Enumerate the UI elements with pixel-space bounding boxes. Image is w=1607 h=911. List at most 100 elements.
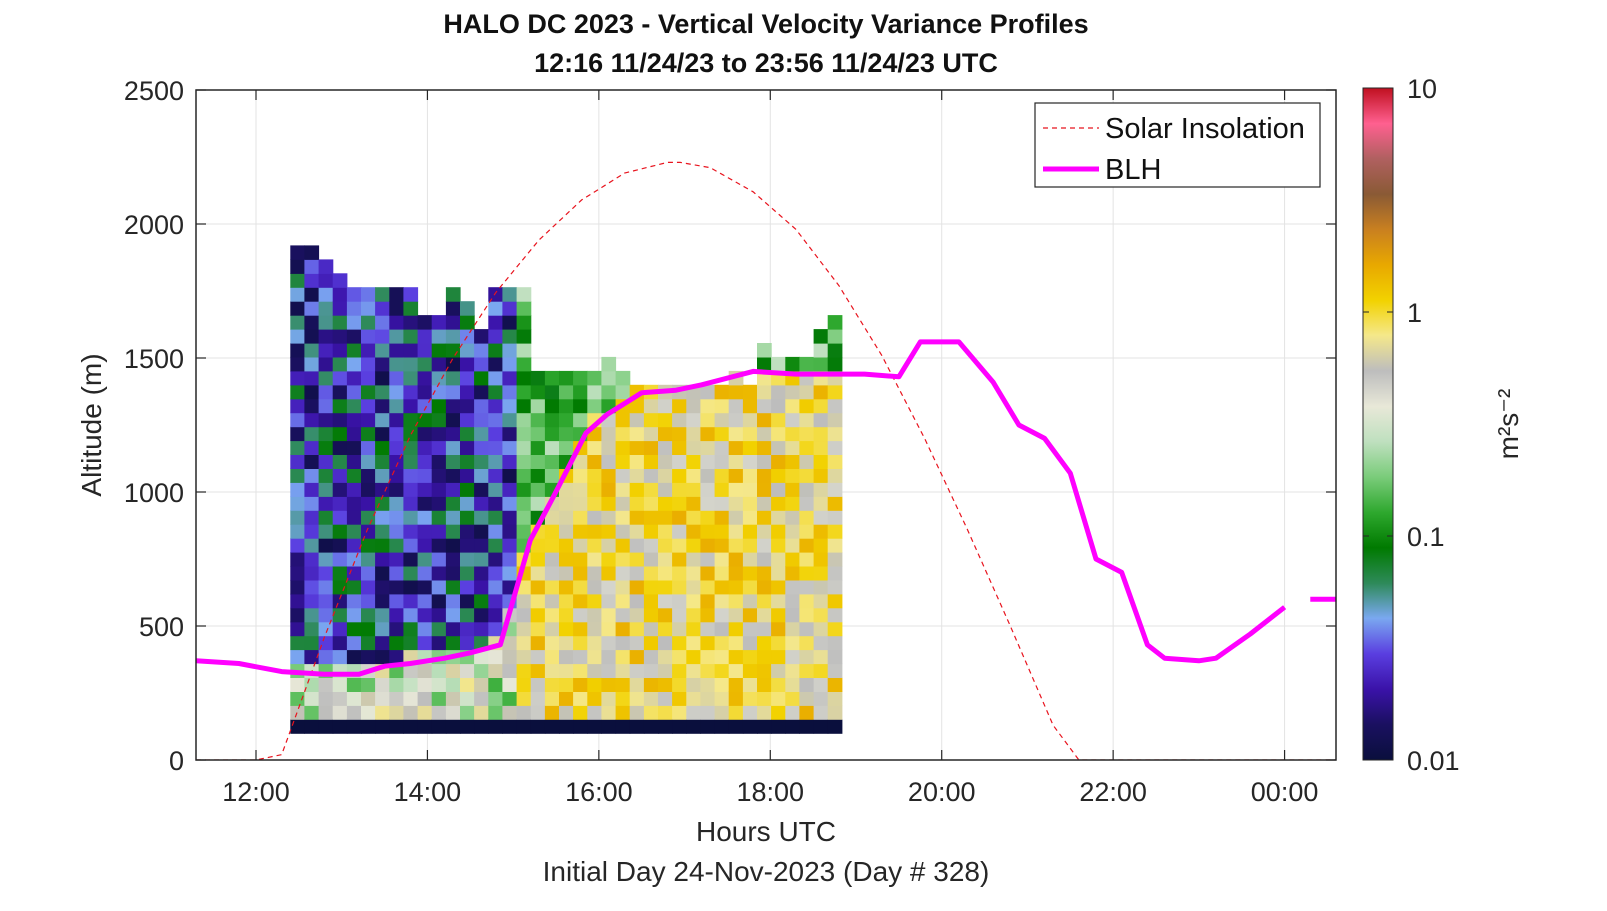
heatmap-cell: [403, 621, 419, 637]
heatmap-cell: [488, 719, 503, 734]
heatmap-cell: [516, 343, 532, 358]
heatmap-cell: [389, 412, 404, 428]
heatmap-cell: [757, 426, 772, 442]
heatmap-cell: [431, 329, 447, 344]
heatmap-cell: [318, 566, 334, 581]
y-tick-label: 2000: [124, 210, 184, 240]
heatmap-cell: [389, 566, 404, 581]
heatmap-cell: [601, 579, 617, 595]
heatmap-cell: [304, 259, 320, 274]
heatmap-cell: [700, 663, 716, 678]
heatmap-cell: [728, 468, 744, 483]
heatmap-cell: [813, 426, 829, 442]
heatmap-cell: [516, 398, 532, 414]
heatmap-cell: [346, 482, 362, 497]
y-tick-label: 0: [169, 746, 184, 776]
heatmap-cell: [290, 538, 305, 553]
heatmap-cell: [304, 635, 320, 651]
heatmap-cell: [460, 496, 475, 511]
heatmap-cell: [771, 496, 786, 511]
heatmap-cell: [643, 663, 659, 678]
heatmap-cell: [615, 412, 631, 428]
heatmap-cell: [785, 412, 800, 428]
heatmap-cell: [827, 524, 843, 539]
heatmap-cell: [573, 538, 588, 553]
heatmap-cell: [686, 649, 701, 665]
heatmap-cell: [304, 273, 320, 288]
heatmap-cell: [474, 593, 489, 609]
heatmap-cell: [601, 566, 617, 581]
heatmap-cell: [318, 621, 334, 637]
heatmap-cell: [658, 719, 673, 734]
heatmap-cell: [714, 468, 730, 483]
heatmap-cell: [672, 454, 687, 469]
heatmap-cell: [431, 496, 447, 511]
heatmap-cell: [757, 468, 772, 483]
heatmap-cell: [516, 301, 532, 316]
heatmap-cell: [799, 356, 815, 372]
heatmap-cell: [573, 621, 588, 637]
heatmap-cell: [587, 579, 602, 595]
heatmap-cell: [516, 607, 532, 623]
heatmap-cell: [686, 426, 701, 442]
x-tick-label: 14:00: [394, 777, 462, 807]
heatmap-cell: [502, 384, 518, 400]
heatmap-cell: [573, 412, 588, 428]
heatmap-cell: [700, 677, 716, 692]
heatmap-cell: [417, 468, 433, 483]
heatmap-cell: [559, 607, 574, 623]
heatmap-cell: [304, 496, 320, 511]
heatmap-cell: [445, 663, 461, 678]
heatmap-cell: [304, 398, 320, 414]
heatmap-cell: [445, 329, 461, 344]
heatmap-cell: [431, 621, 447, 637]
heatmap-cell: [559, 538, 574, 553]
heatmap-cell: [530, 635, 546, 651]
heatmap-cell: [757, 524, 772, 539]
heatmap-cell: [361, 287, 376, 302]
heatmap-cell: [771, 566, 786, 581]
heatmap-cell: [544, 663, 560, 678]
heatmap-cell: [516, 621, 532, 637]
heatmap-cell: [502, 398, 518, 414]
heatmap-cell: [403, 468, 419, 483]
heatmap-cell: [445, 384, 461, 400]
heatmap-cell: [544, 691, 560, 706]
heatmap-cell: [799, 705, 815, 720]
heatmap-cell: [431, 719, 447, 734]
heatmap-cell: [474, 454, 489, 469]
heatmap-cell: [530, 440, 546, 455]
heatmap-cell: [827, 719, 843, 734]
heatmap-cell: [502, 677, 518, 692]
heatmap-cell: [601, 538, 617, 553]
heatmap-cell: [389, 649, 404, 665]
heatmap-cell: [375, 343, 390, 358]
heatmap-cell: [361, 426, 376, 442]
heatmap-cell: [332, 496, 348, 511]
heatmap-cell: [714, 482, 730, 497]
heatmap-cell: [785, 454, 800, 469]
heatmap-cell: [516, 287, 532, 302]
heatmap-cell: [559, 691, 574, 706]
heatmap-cell: [672, 510, 687, 525]
heatmap-cell: [658, 496, 673, 511]
heatmap-cell: [361, 677, 376, 692]
heatmap-cell: [488, 552, 503, 567]
heatmap-cell: [587, 705, 602, 720]
heatmap-cell: [573, 607, 588, 623]
heatmap-cell: [290, 301, 305, 316]
heatmap-cell: [431, 593, 447, 609]
heatmap-cell: [417, 356, 433, 372]
heatmap-cell: [544, 719, 560, 734]
heatmap-cell: [714, 426, 730, 442]
heatmap-cell: [431, 607, 447, 623]
heatmap-cell: [629, 677, 645, 692]
heatmap-cell: [318, 579, 334, 595]
heatmap-cell: [530, 370, 546, 386]
heatmap-cell: [346, 510, 362, 525]
heatmap-cell: [290, 496, 305, 511]
heatmap-cell: [827, 356, 843, 372]
heatmap-cell: [827, 440, 843, 455]
heatmap-cell: [417, 691, 433, 706]
heatmap-cell: [332, 454, 348, 469]
